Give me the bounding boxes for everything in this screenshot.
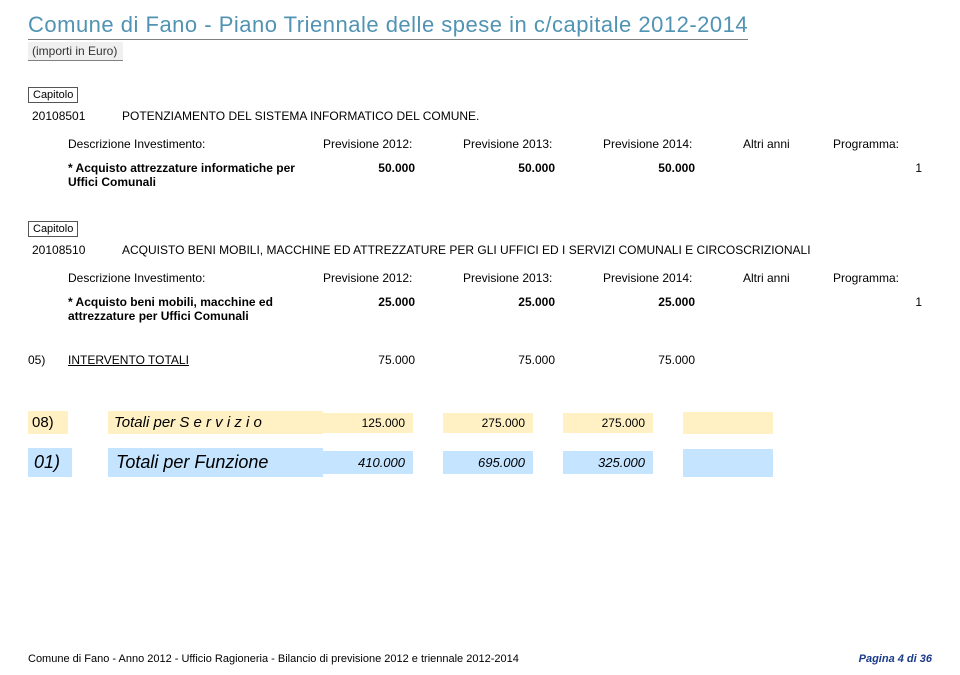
page-subtitle: (importi in Euro) xyxy=(28,42,123,61)
intervento-2014: 75.000 xyxy=(603,353,743,367)
column-headers: Descrizione Investimento: Previsione 201… xyxy=(28,271,932,285)
col-prev-2014: Previsione 2014: xyxy=(603,271,743,285)
capitolo-description: POTENZIAMENTO DEL SISTEMA INFORMATICO DE… xyxy=(122,109,932,123)
investment-row: * Acquisto beni mobili, macchine ed attr… xyxy=(28,295,932,323)
funzione-totali-row: 01) Totali per Funzione 410.000 695.000 … xyxy=(28,448,932,477)
col-prev-2014: Previsione 2014: xyxy=(603,137,743,151)
servizio-2012: 125.000 xyxy=(323,413,413,433)
col-prev-2012: Previsione 2012: xyxy=(323,137,463,151)
col-programma: Programma: xyxy=(833,137,932,151)
servizio-2014: 275.000 xyxy=(563,413,653,433)
capitolo-description: ACQUISTO BENI MOBILI, MACCHINE ED ATTREZ… xyxy=(122,243,932,257)
capitolo-header-row: 20108501 POTENZIAMENTO DEL SISTEMA INFOR… xyxy=(28,109,932,123)
investment-desc: * Acquisto beni mobili, macchine ed attr… xyxy=(28,295,323,323)
footer-page-number: Pagina 4 di 36 xyxy=(859,653,932,665)
servizio-totali-row: 08) Totali per S e r v i z i o 125.000 2… xyxy=(28,411,932,434)
col-altri-anni: Altri anni xyxy=(743,271,833,285)
capitolo-label: Capitolo xyxy=(28,221,78,237)
column-headers: Descrizione Investimento: Previsione 201… xyxy=(28,137,932,151)
intervento-totali-row: 05) INTERVENTO TOTALI 75.000 75.000 75.0… xyxy=(28,353,932,367)
col-altri-anni: Altri anni xyxy=(743,137,833,151)
investment-row: * Acquisto attrezzature informatiche per… xyxy=(28,161,932,189)
funzione-blank xyxy=(683,449,773,477)
investment-2013: 25.000 xyxy=(463,295,603,309)
capitolo-header-row: 20108510 ACQUISTO BENI MOBILI, MACCHINE … xyxy=(28,243,932,257)
capitolo-block-1: Capitolo 20108501 POTENZIAMENTO DEL SIST… xyxy=(28,85,932,189)
intervento-2013: 75.000 xyxy=(463,353,603,367)
funzione-idx: 01) xyxy=(28,448,72,477)
col-programma: Programma: xyxy=(833,271,932,285)
funzione-2013: 695.000 xyxy=(443,451,533,474)
investment-programma: 1 xyxy=(833,295,932,309)
capitolo-code: 20108510 xyxy=(32,243,122,257)
investment-2012: 50.000 xyxy=(323,161,463,175)
page-title: Comune di Fano - Piano Triennale delle s… xyxy=(28,12,748,40)
capitolo-label: Capitolo xyxy=(28,87,78,103)
col-prev-2013: Previsione 2013: xyxy=(463,271,603,285)
investment-2014: 25.000 xyxy=(603,295,743,309)
intervento-2012: 75.000 xyxy=(323,353,463,367)
servizio-label: Totali per S e r v i z i o xyxy=(108,411,323,434)
capitolo-code: 20108501 xyxy=(32,109,122,123)
servizio-2013: 275.000 xyxy=(443,413,533,433)
col-prev-2012: Previsione 2012: xyxy=(323,271,463,285)
capitolo-block-2: Capitolo 20108510 ACQUISTO BENI MOBILI, … xyxy=(28,219,932,323)
footer-left: Comune di Fano - Anno 2012 - Ufficio Rag… xyxy=(28,653,519,665)
funzione-2012: 410.000 xyxy=(323,451,413,474)
funzione-2014: 325.000 xyxy=(563,451,653,474)
page-footer: Comune di Fano - Anno 2012 - Ufficio Rag… xyxy=(28,653,932,665)
col-descrizione: Descrizione Investimento: xyxy=(28,137,323,151)
investment-2013: 50.000 xyxy=(463,161,603,175)
col-descrizione: Descrizione Investimento: xyxy=(28,271,323,285)
investment-2014: 50.000 xyxy=(603,161,743,175)
servizio-blank xyxy=(683,412,773,434)
intervento-label: INTERVENTO TOTALI xyxy=(68,353,323,367)
investment-desc: * Acquisto attrezzature informatiche per… xyxy=(28,161,323,189)
intervento-idx: 05) xyxy=(28,353,68,367)
investment-2012: 25.000 xyxy=(323,295,463,309)
investment-programma: 1 xyxy=(833,161,932,175)
funzione-label: Totali per Funzione xyxy=(108,448,323,477)
servizio-idx: 08) xyxy=(28,411,68,434)
col-prev-2013: Previsione 2013: xyxy=(463,137,603,151)
